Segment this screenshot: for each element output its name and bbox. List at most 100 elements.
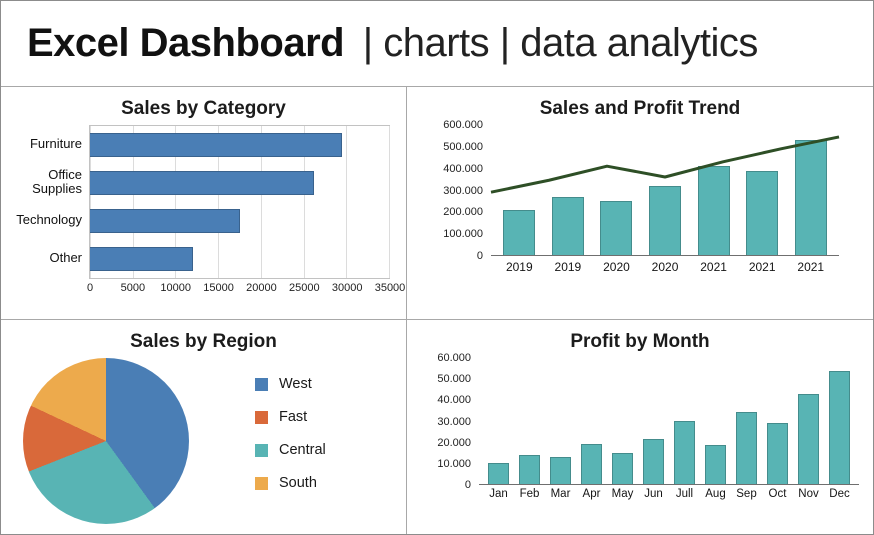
bar (90, 133, 342, 157)
charts-grid: Sales by Category Furniture Office Suppli… (1, 86, 873, 534)
axis-tick-label: Sep (736, 488, 757, 500)
bar-slot (638, 358, 669, 484)
axis-tick-label: 0 (464, 479, 471, 491)
axis-tick-label: 40.000 (437, 394, 471, 407)
axis-tick-label: Mar (550, 488, 571, 500)
bar-slot (495, 125, 544, 255)
legend-label: South (279, 475, 317, 491)
legend-color-chip (255, 377, 268, 391)
x-axis: 0 5000 10000 15000 20000 25000 30000 35000 (86, 282, 405, 297)
title-suffix: | charts | data analytics (362, 21, 759, 65)
bar (705, 445, 726, 484)
axis-tick-label: Feb (519, 488, 540, 500)
legend-color-chip (255, 443, 268, 457)
plot-area: Furniture Office Supplies Technology Other (7, 125, 390, 279)
gridline (260, 126, 262, 278)
bar (697, 166, 730, 255)
category-label: Other (49, 249, 82, 265)
category-label: Furniture (29, 135, 82, 151)
axis-tick-label: 15000 (203, 282, 234, 294)
bar (551, 196, 584, 255)
legend-color-chip (255, 476, 268, 490)
bar-slot (669, 358, 700, 484)
chart-title: Sales and Profit Trend (539, 98, 741, 119)
gridline (175, 126, 177, 278)
bar-slot (738, 125, 787, 255)
axis-tick-label: Jull (675, 488, 694, 500)
chart-title: Sales by Region (130, 331, 277, 352)
chart-sales-by-region[interactable]: Sales by Region West Fast Central South (1, 319, 406, 534)
axis-tick-label: 2020 (603, 260, 630, 274)
bar (798, 393, 819, 484)
bar-slot (689, 125, 738, 255)
axis-tick-label: May (611, 488, 634, 500)
chart-profit-by-month[interactable]: Profit by Month 60.000 50.000 40.000 30.000… (406, 319, 873, 534)
axis-tick-label: 30.000 (437, 415, 471, 428)
bar (746, 170, 779, 255)
bar (550, 456, 571, 484)
bar-row (90, 164, 389, 202)
bar-slot (607, 358, 638, 484)
chart-legend: West Fast Central South (255, 376, 326, 491)
gridline (346, 126, 348, 278)
plot (89, 125, 390, 279)
legend-label: Central (279, 442, 326, 458)
bar-slot (731, 358, 762, 484)
axis-tick-label: 0 (86, 282, 94, 294)
axis-tick-label: Apr (582, 488, 601, 500)
category-axis: Furniture Office Supplies Technology Other (7, 125, 89, 277)
axis-tick-label: 600.000 (443, 119, 483, 131)
axis-tick-label: 400.000 (443, 162, 483, 175)
bar-slot (700, 358, 731, 484)
axis-tick-label: 25000 (288, 282, 320, 294)
legend-label: Fast (279, 409, 308, 425)
axis-tick-label: Nov (798, 488, 819, 500)
y-axis: 600.000 500.000 400.000 300.000 200.000 100.0… (429, 119, 491, 262)
bar-slot (514, 358, 545, 484)
pie-chart (23, 358, 189, 524)
axis-tick-label: 10.000 (437, 457, 471, 470)
axis-tick-label: 60.000 (437, 352, 471, 364)
bar (829, 370, 850, 484)
plot-area: 60.000 50.000 40.000 30.000 20.000 10.000 0 (423, 352, 859, 491)
bar-slot (545, 358, 576, 484)
bar-row (90, 240, 389, 278)
axis-tick-label: 300.000 (443, 184, 483, 197)
axis-tick-label: 5000 (120, 282, 146, 294)
bar-slot (793, 358, 824, 484)
bar (488, 463, 509, 484)
bar (90, 247, 193, 271)
gridline (90, 126, 91, 278)
bar-slot (786, 125, 835, 255)
legend-item: South (255, 475, 326, 491)
bar (736, 411, 757, 484)
chart-sales-by-category[interactable]: Sales by Category Furniture Office Suppli… (1, 87, 406, 319)
axis-tick-label: 500.000 (443, 140, 483, 153)
axis-tick-label: 2021 (748, 260, 776, 274)
plot-area: West Fast Central South (1, 358, 406, 524)
axis-tick-label: 30000 (331, 282, 363, 294)
bar (674, 421, 695, 484)
bar (503, 209, 536, 255)
axis-tick-label: 20.000 (437, 436, 471, 449)
bar-slot (824, 358, 855, 484)
bar (519, 454, 540, 484)
axis-tick-label: 2021 (700, 260, 727, 274)
bar-slot (592, 125, 641, 255)
plot (491, 125, 839, 256)
axis-tick-label: 10000 (160, 282, 191, 294)
y-axis: 60.000 50.000 40.000 30.000 20.000 10.000 0 (423, 352, 479, 491)
axis-tick-label: 50.000 (437, 373, 471, 386)
axis-tick-label: 200.000 (443, 206, 483, 219)
category-label: Technology (16, 211, 82, 227)
chart-sales-and-profit-trend[interactable]: Sales and Profit Trend 600.000 500.000 400… (406, 87, 873, 319)
axis-tick-label: 0 (476, 250, 483, 262)
bar (90, 209, 240, 233)
chart-title: Sales by Category (121, 98, 286, 119)
x-axis: 2019 2019 2020 2020 2021 2021 2021 (495, 260, 835, 274)
legend-label: West (279, 376, 312, 392)
bar (600, 200, 633, 255)
legend-color-chip (255, 410, 268, 424)
axis-tick-label: Jun (644, 488, 663, 500)
